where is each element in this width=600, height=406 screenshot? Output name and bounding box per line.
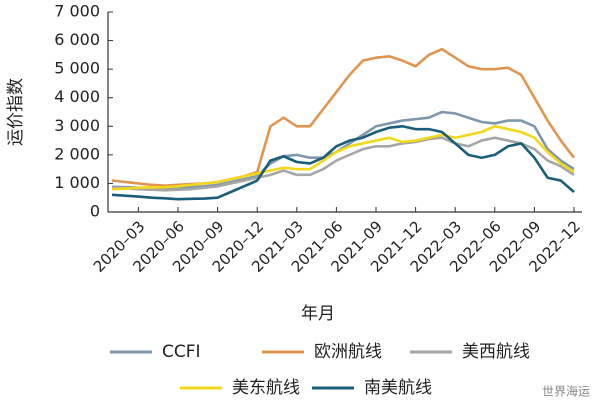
y-tick-label: 5 000	[54, 59, 100, 78]
legend-label: 美东航线	[232, 378, 300, 398]
y-tick-label: 0	[90, 202, 100, 221]
watermark: 世界海运	[542, 384, 590, 399]
legend-label: 南美航线	[364, 378, 432, 398]
y-axis-title: 运价指数	[6, 78, 26, 146]
series-line	[111, 110, 575, 190]
series-line	[111, 124, 575, 191]
y-tick-label: 3 000	[54, 116, 100, 135]
series-line	[111, 124, 575, 201]
y-tick-label: 7 000	[54, 2, 100, 21]
series-line	[111, 136, 575, 192]
x-axis-title: 年月	[301, 304, 335, 324]
y-tick-label: 1 000	[54, 173, 100, 192]
legend-label: CCFI	[162, 342, 201, 362]
legend-label: 美西航线	[462, 342, 530, 362]
y-tick-label: 6 000	[54, 30, 100, 49]
legend-label: 欧洲航线	[314, 342, 382, 362]
series-line	[111, 47, 576, 188]
y-tick-label: 2 000	[54, 144, 100, 163]
y-tick-label: 4 000	[54, 87, 100, 106]
